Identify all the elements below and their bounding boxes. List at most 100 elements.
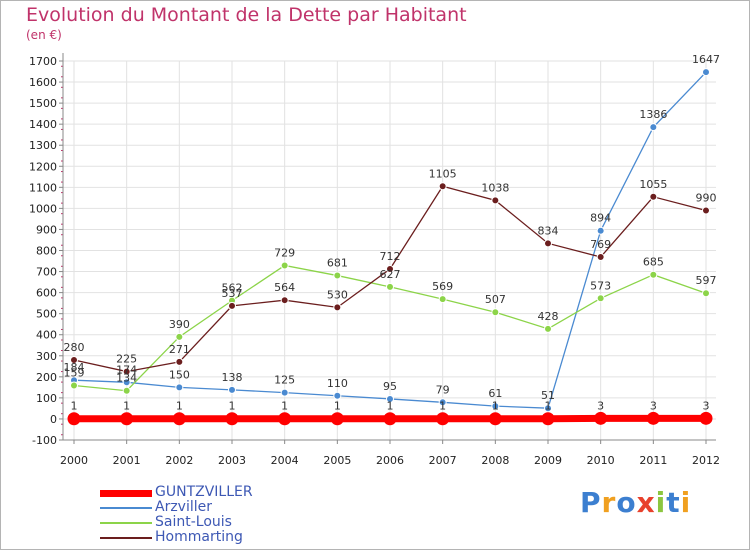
data-point [228,385,236,394]
data-point [594,411,608,425]
x-tick-label: 2003 [218,454,246,467]
data-point [383,412,397,426]
y-tick-label: 1400 [29,118,57,131]
data-label: 769 [590,238,611,251]
data-point [280,296,289,305]
data-point [280,388,289,397]
data-label: 834 [538,224,559,237]
tick-labels: -100 0 100 200 300 400 500 600 700 800 900 1000 1100… [29,55,720,467]
data-point [280,261,289,270]
data-point [544,239,552,248]
x-tick-label: 2007 [429,454,457,467]
x-tick-label: 2008 [481,454,509,467]
data-label: 134 [116,372,137,385]
unit-label: (en €) [26,28,62,42]
y-tick-label: 800 [36,245,57,258]
data-label: 562 [222,282,243,295]
data-point [544,324,552,333]
data-label: 1 [334,400,341,413]
data-point [702,289,710,298]
data-label: 1 [545,400,552,413]
y-tick-label: 300 [36,350,57,363]
legend-label: Saint-Louis [155,514,232,530]
y-tick-label: 200 [36,371,57,384]
series-lines [67,68,713,426]
legend-swatch [100,522,152,524]
data-point [175,357,184,366]
y-tick-label: 600 [36,287,57,300]
data-point [541,412,555,426]
data-label: 681 [327,257,348,270]
data-point [488,412,502,426]
data-label: 597 [696,274,717,287]
data-point [436,412,450,426]
data-label: 61 [488,387,502,400]
data-label: 428 [538,310,559,323]
x-tick-label: 2001 [113,454,141,467]
data-label: 3 [597,399,604,412]
data-label: 1038 [481,181,509,194]
data-label: 894 [590,212,611,225]
y-tick-label: 900 [36,223,57,236]
data-point [175,383,184,392]
data-point [333,303,342,312]
data-point [122,386,131,395]
legend-label: Hommarting [155,529,243,545]
data-point [67,412,81,426]
y-tick-label: -100 [32,434,57,447]
data-point [228,301,236,310]
data-label: 729 [274,246,295,259]
x-tick-label: 2009 [534,454,562,467]
data-label: 51 [541,389,555,402]
data-label: 1 [492,400,499,413]
logo-letter: o [616,486,637,519]
legend-label: Arzviller [155,499,213,515]
data-label: 125 [274,374,295,387]
y-tick-label: 1100 [29,181,57,194]
data-label: 1 [229,400,236,413]
data-point [70,381,78,390]
data-point [330,412,344,426]
y-tick-label: 400 [36,329,57,342]
data-label: 990 [696,191,717,204]
data-label: 271 [169,343,190,356]
y-tick-label: 1700 [29,55,57,68]
logo-letter: t [666,486,681,519]
data-label: 1386 [639,108,667,121]
data-label: 1 [123,400,130,413]
data-point [278,412,292,426]
data-label: 507 [485,293,506,306]
y-tick-label: 1000 [29,202,57,215]
data-label: 1 [71,400,78,413]
data-point [491,402,500,411]
x-tick-label: 2005 [323,454,351,467]
legend-swatch [100,489,152,497]
legend-swatch [100,537,152,539]
data-label: 569 [432,280,453,293]
data-point [333,391,342,400]
data-labels: 184 174 150 138 125 110 95 79 61 5189413861647159… [64,53,721,413]
data-point [649,192,658,201]
x-tick-label: 2002 [165,454,193,467]
y-tick-label: 0 [50,413,57,426]
data-label: 110 [327,377,348,390]
data-point [596,294,605,303]
data-point [438,182,447,191]
legend-swatch [100,507,152,509]
data-label: 3 [703,399,710,412]
data-point [333,271,342,280]
data-label: 1105 [429,167,457,180]
data-label: 280 [64,341,85,354]
data-point [596,253,605,262]
data-point [122,367,131,376]
y-tick-label: 700 [36,266,57,279]
data-label: 1 [439,400,446,413]
data-point [699,411,713,425]
y-tick-label: 1600 [29,76,57,89]
x-tick-label: 2012 [692,454,720,467]
data-point [649,123,658,132]
data-label: 159 [64,366,85,379]
data-label: 390 [169,318,190,331]
data-point [175,332,184,341]
